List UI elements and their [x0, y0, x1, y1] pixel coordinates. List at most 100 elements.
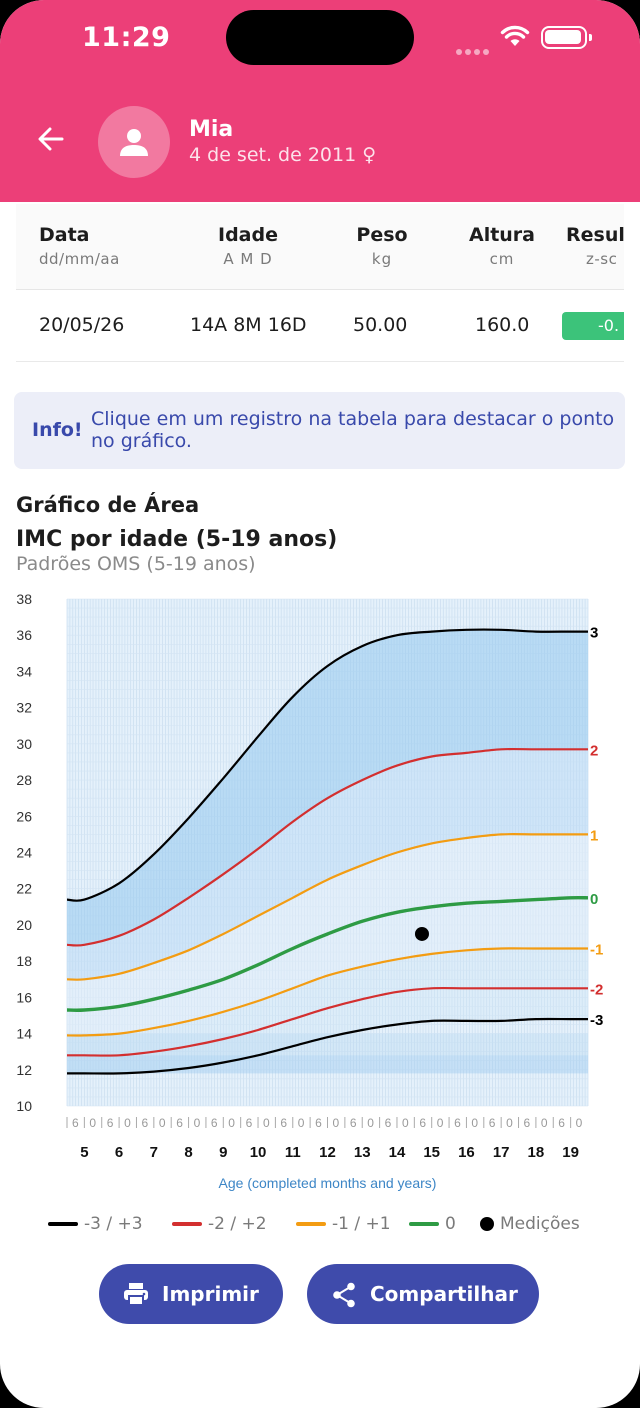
y-tick-label: 32 [16, 700, 32, 716]
series-end-label: 1 [590, 827, 598, 844]
x-tick-label: 7 [150, 1144, 158, 1161]
x-minor-tick-label: 0 [471, 1116, 478, 1130]
x-minor-tick-label: 6 [280, 1116, 287, 1130]
y-tick-label: 10 [16, 1098, 32, 1114]
x-minor-tick-label: 6 [489, 1116, 496, 1130]
column-height: Altura cm [468, 224, 536, 268]
x-minor-tick-label: 6 [350, 1116, 357, 1130]
x-minor-tick-label: 6 [524, 1116, 531, 1130]
x-tick-label: 6 [115, 1144, 123, 1161]
chart-section-title: Gráfico de Área [16, 493, 200, 517]
x-tick-label: 12 [319, 1144, 336, 1161]
x-minor-tick-label: 0 [194, 1116, 201, 1130]
patient-birthdate: 4 de set. de 2011 ♀ [189, 144, 377, 166]
band-low [67, 948, 588, 1074]
y-tick-label: 38 [16, 591, 32, 607]
legend-item-sd1: -1 / +1 [296, 1214, 391, 1234]
x-minor-tick-label: 0 [437, 1116, 444, 1130]
x-minor-tick-label: 0 [159, 1116, 166, 1130]
series-end-label: -1 [590, 941, 603, 958]
series-end-label: -2 [590, 981, 603, 998]
band-severe [67, 1055, 588, 1074]
y-tick-label: 26 [16, 808, 32, 824]
column-result: Resul z-sc [566, 224, 624, 268]
x-minor-tick-label: 6 [558, 1116, 565, 1130]
legend-label: -2 / +2 [208, 1214, 267, 1234]
back-arrow-icon[interactable] [34, 122, 68, 156]
legend-label: -3 / +3 [84, 1214, 143, 1234]
bmi-chart: -3-2-10123101214161820222426283032343638… [16, 591, 603, 1191]
x-minor-tick-label: 0 [124, 1116, 131, 1130]
column-subtitle: A M D [223, 250, 273, 268]
cell-weight: 50.00 [353, 314, 408, 336]
app-header: 11:29 Mia 4 de set. de 2011 ♀ [0, 0, 640, 202]
column-title: Data [39, 224, 90, 246]
series-line--3 [67, 1017, 588, 1075]
column-title: Peso [356, 224, 408, 246]
series-line--1 [66, 947, 588, 1037]
x-tick-label: 9 [219, 1144, 227, 1161]
info-label: Info! [32, 419, 83, 441]
x-tick-label: 13 [354, 1144, 371, 1161]
zscore-badge: -0. [562, 312, 624, 340]
cell-height: 160.0 [475, 314, 530, 336]
x-tick-label: 17 [493, 1144, 510, 1161]
x-minor-tick-label: 6 [141, 1116, 148, 1130]
y-tick-label: 22 [16, 881, 32, 897]
band-underweight [67, 1033, 588, 1056]
legend-label: Medições [500, 1214, 580, 1234]
wifi-icon [500, 25, 530, 46]
band-sd2-sd3 [67, 629, 588, 946]
series-line-+1 [66, 833, 588, 981]
measurements-table: Data dd/mm/aa Idade A M D Peso kg Altura… [16, 204, 624, 362]
column-title: Idade [218, 224, 278, 246]
series-line-+2 [66, 747, 588, 947]
x-axis-label: Age (completed months and years) [219, 1175, 437, 1191]
column-title: Altura [468, 224, 536, 246]
y-tick-label: 36 [16, 627, 32, 643]
x-tick-label: 18 [528, 1144, 545, 1161]
share-label: Compartilhar [370, 1282, 518, 1306]
share-icon [333, 1282, 355, 1308]
series-line-+3 [66, 628, 588, 902]
legend-item-sd3: -3 / +3 [48, 1214, 143, 1234]
x-tick-label: 11 [285, 1144, 301, 1161]
series-end-label: -3 [590, 1012, 603, 1029]
print-button[interactable]: Imprimir [99, 1264, 283, 1324]
info-text: Clique em um registro na tabela para des… [91, 408, 615, 452]
series-line-0 [66, 895, 589, 1012]
legend-item-measurements: Medições [480, 1214, 580, 1234]
x-tick-label: 5 [80, 1144, 88, 1161]
x-minor-tick-label: 6 [419, 1116, 426, 1130]
signal-icon [456, 40, 494, 55]
x-tick-label: 16 [458, 1144, 475, 1161]
x-tick-label: 10 [250, 1144, 267, 1161]
x-minor-tick-label: 0 [576, 1116, 583, 1130]
measurement-point [414, 926, 429, 941]
table-header: Data dd/mm/aa Idade A M D Peso kg Altura… [16, 204, 624, 290]
print-label: Imprimir [162, 1282, 259, 1306]
x-minor-tick-label: 0 [402, 1116, 409, 1130]
column-title: Resul [566, 224, 624, 246]
patient-name: Mia [189, 117, 234, 142]
column-subtitle: kg [371, 250, 393, 268]
x-minor-tick-label: 0 [263, 1116, 270, 1130]
table-row[interactable]: 20/05/26 14A 8M 16D 50.00 160.0 -0. [16, 290, 624, 362]
column-subtitle: z-sc [586, 250, 618, 268]
x-minor-tick-label: 6 [315, 1116, 322, 1130]
column-date: Data dd/mm/aa [39, 224, 120, 268]
x-minor-tick-label: 0 [541, 1116, 548, 1130]
column-age: Idade A M D [216, 224, 280, 268]
column-weight: Peso kg [354, 224, 410, 268]
legend-item-median: 0 [409, 1214, 456, 1234]
info-banner: Info! Clique em um registro na tabela pa… [14, 392, 625, 469]
share-button[interactable]: Compartilhar [307, 1264, 539, 1324]
x-minor-tick-label: 6 [454, 1116, 461, 1130]
x-minor-tick-label: 6 [72, 1116, 79, 1130]
cell-age: 14A 8M 16D [190, 314, 307, 336]
x-minor-tick-label: 0 [367, 1116, 374, 1130]
x-minor-tick-label: 6 [107, 1116, 114, 1130]
x-tick-label: 8 [184, 1144, 192, 1161]
battery-icon [541, 26, 592, 49]
x-minor-tick-label: 6 [246, 1116, 253, 1130]
